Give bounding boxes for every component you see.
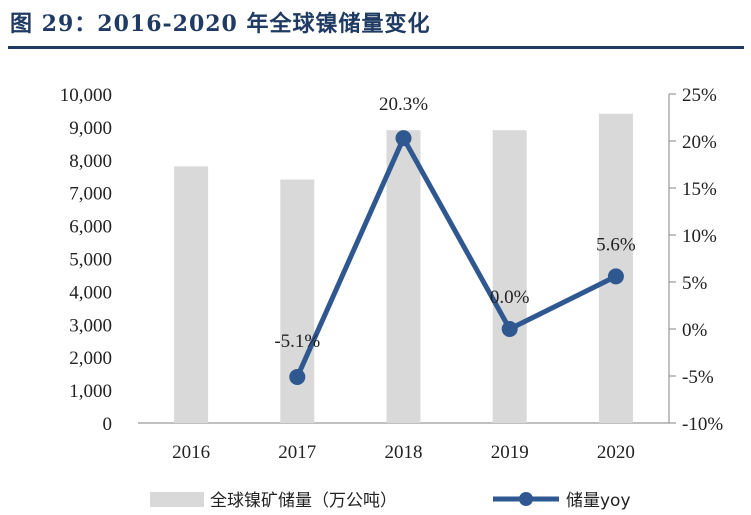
x-tick-label: 2016 bbox=[172, 442, 210, 463]
legend-label-line: 储量yoy bbox=[566, 491, 631, 511]
y-right-tick-label: 0% bbox=[682, 320, 708, 341]
yoy-data-label-2017: -5.1% bbox=[274, 331, 320, 352]
bar-2016 bbox=[174, 166, 209, 423]
y-left-tick-label: 0 bbox=[103, 414, 113, 435]
bar-2019 bbox=[492, 130, 527, 423]
y-left-tick-label: 10,000 bbox=[60, 85, 112, 106]
axes: 0 1,000 2,000 3,000 4,000 5,000 6,000 7,000 8,00… bbox=[60, 85, 724, 463]
y-left-tick-label: 6,000 bbox=[69, 217, 112, 238]
bar-2017 bbox=[280, 179, 315, 423]
legend-swatch-marker bbox=[519, 492, 533, 506]
figure-title: 图 29：2016-2020 年全球镍储量变化 bbox=[10, 11, 431, 37]
legend: 全球镍矿储量（万公吨） 储量yoy bbox=[150, 491, 631, 511]
y-right-tick-label: 15% bbox=[682, 179, 717, 200]
y-left-tick-label: 1,000 bbox=[69, 381, 112, 402]
y-left-tick-label: 3,000 bbox=[69, 315, 112, 336]
y-left-tick-label: 9,000 bbox=[69, 118, 112, 139]
legend-label-bar: 全球镍矿储量（万公吨） bbox=[210, 491, 397, 511]
yoy-line bbox=[295, 135, 618, 378]
yoy-point-2017 bbox=[289, 368, 306, 385]
yoy-point-2020 bbox=[607, 268, 624, 285]
y-right-tick-label: 5% bbox=[682, 273, 708, 294]
line-series bbox=[289, 130, 624, 385]
yoy-point-2019 bbox=[501, 321, 518, 337]
yoy-data-label-2018: 20.3% bbox=[379, 94, 428, 115]
yoy-point-2018 bbox=[395, 130, 412, 147]
x-tick-label: 2017 bbox=[278, 442, 316, 463]
bars bbox=[174, 113, 633, 424]
y-left-tick-label: 8,000 bbox=[69, 151, 112, 172]
y-left-tick-label: 7,000 bbox=[69, 184, 112, 205]
x-tick-label: 2018 bbox=[385, 442, 423, 463]
y-left-tick-label: 2,000 bbox=[69, 348, 112, 369]
yoy-data-label-2020: 5.6% bbox=[596, 234, 636, 255]
x-tick-label: 2019 bbox=[491, 442, 529, 463]
y-right-tick-label: -10% bbox=[682, 414, 723, 435]
data-labels: -5.1% 20.3% 0.0% 5.6% bbox=[274, 94, 636, 352]
title-divider bbox=[8, 46, 744, 49]
bar-2018 bbox=[386, 130, 421, 423]
y-right-tick-label: -5% bbox=[682, 367, 714, 388]
x-tick-label: 2020 bbox=[597, 442, 635, 463]
legend-swatch-bar bbox=[150, 492, 204, 507]
y-left-tick-label: 5,000 bbox=[69, 250, 112, 271]
y-left-tick-label: 4,000 bbox=[69, 282, 112, 303]
y-right-tick-label: 10% bbox=[682, 226, 717, 247]
y-right-tick-label: 20% bbox=[682, 132, 717, 153]
y-right-tick-label: 25% bbox=[682, 85, 717, 106]
yoy-data-label-2019: 0.0% bbox=[490, 287, 530, 308]
